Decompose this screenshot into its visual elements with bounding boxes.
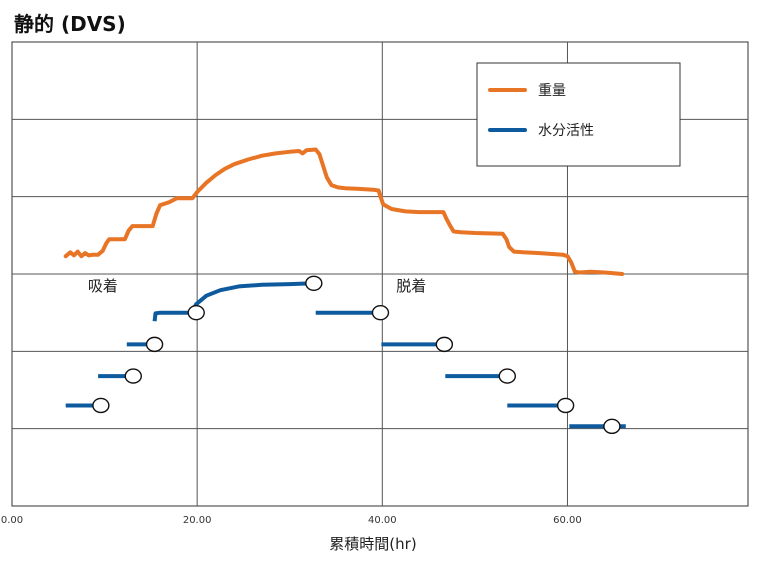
annotations: 吸着 脱着 [88, 277, 426, 295]
data-point-marker [603, 418, 621, 435]
chart-title: 静的 (DVS) [14, 12, 126, 36]
series-line-weight [63, 147, 625, 276]
data-point-marker [371, 304, 390, 321]
data-point-marker [498, 368, 516, 384]
annotation-label: 脱着 [396, 277, 426, 295]
data-point-marker [556, 397, 575, 414]
legend-label: 水分活性 [538, 123, 594, 139]
x-tick-label: 20.00 [183, 515, 212, 526]
x-tick-label: 40.00 [368, 515, 397, 526]
series-layer [63, 147, 626, 435]
x-tick-label: 0.00 [1, 515, 23, 526]
data-point-marker [305, 275, 323, 291]
x-axis-ticks: 0.00 20.00 40.00 60.00 [1, 515, 582, 526]
data-point-marker [435, 336, 454, 353]
data-point-marker [92, 397, 110, 414]
data-point-marker [124, 368, 142, 384]
data-point-marker [187, 304, 205, 321]
annotation-label: 吸着 [88, 277, 118, 295]
x-axis-title: 累積時間(hr) [329, 535, 416, 553]
x-tick-label: 60.00 [553, 515, 582, 526]
legend-box [476, 62, 681, 167]
series-line-water-activity-step [152, 281, 314, 322]
legend-label: 重量 [538, 83, 566, 99]
data-point-marker [145, 336, 164, 353]
